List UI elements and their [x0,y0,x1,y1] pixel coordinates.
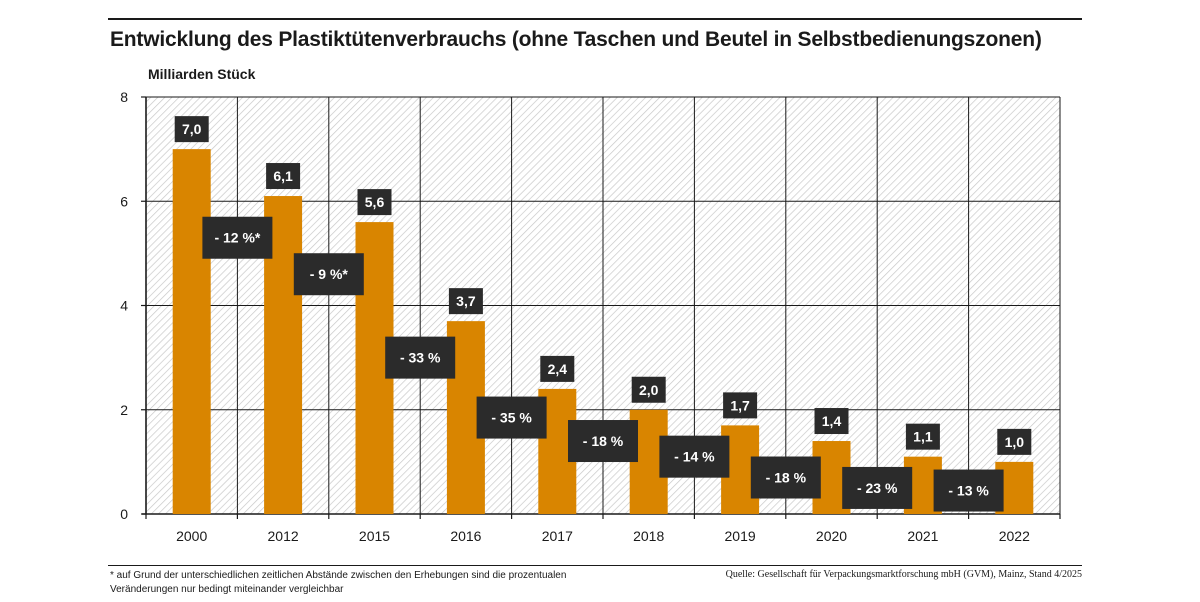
change-label: - 23 % [857,480,898,496]
x-tick-label: 2017 [542,528,573,544]
bar [172,149,211,514]
value-label-box [448,288,483,315]
source-note: Quelle: Gesellschaft für Verpackungsmark… [725,569,1082,580]
change-label-box [568,420,638,463]
change-label-box [659,435,730,478]
x-tick-label: 2000 [176,528,207,544]
value-label: 1,4 [822,413,842,429]
change-label-box [750,456,821,499]
x-tick-label: 2021 [907,528,938,544]
chart-title: Entwicklung des Plastiktütenverbrauchs (… [110,28,1042,51]
bottom-rule [108,565,1082,566]
x-tick-label: 2016 [450,528,481,544]
change-label-box [202,216,273,259]
value-label: 1,7 [730,397,750,413]
change-label-box [933,469,1004,512]
x-tick-label: 2020 [816,528,847,544]
value-label-box [357,189,392,216]
change-label: - 13 % [948,483,989,499]
y-tick-label: 2 [120,402,128,418]
y-tick-label: 4 [120,298,128,314]
change-label: - 33 % [400,350,441,366]
x-tick-label: 2012 [268,528,299,544]
bar-chart: 0 2 4 6 8 Milliarden Stück 7,0 2000 6,1 2012 5,6 20… [120,66,1061,544]
value-label-box [631,376,666,403]
change-label-box [385,336,456,379]
change-label: - 9 %* [310,266,349,282]
value-label: 2,4 [548,361,568,377]
value-label: 1,1 [913,429,933,445]
change-label: - 18 % [766,470,807,486]
change-label: - 35 % [491,410,532,426]
x-tick-label: 2019 [725,528,756,544]
change-label: - 18 % [583,433,624,449]
value-label-box [814,408,849,435]
value-label-box [905,423,940,450]
x-tick-label: 2015 [359,528,390,544]
value-label-box [540,355,575,382]
value-label: 5,6 [365,194,385,210]
change-label-box [842,466,913,509]
y-tick-label: 0 [120,506,128,522]
top-rule [108,18,1082,20]
footnote: * auf Grund der unterschiedlichen zeitli… [110,570,567,595]
y-tick-label: 6 [120,193,128,209]
value-label-box [266,163,301,190]
value-label-box [174,116,209,143]
value-label: 7,0 [182,121,202,137]
y-tick-label: 8 [120,89,128,105]
value-label: 3,7 [456,293,476,309]
change-label-box [293,253,364,296]
change-label: - 14 % [674,449,715,465]
y-axis-title: Milliarden Stück [148,66,256,82]
value-label: 1,0 [1005,434,1025,450]
change-label: - 12 %* [214,230,260,246]
value-label: 2,0 [639,382,659,398]
x-tick-label: 2022 [999,528,1030,544]
change-label-box [476,396,547,439]
x-tick-label: 2018 [633,528,664,544]
value-label-box [723,392,758,419]
value-label-box [997,428,1032,455]
value-label: 6,1 [273,168,293,184]
